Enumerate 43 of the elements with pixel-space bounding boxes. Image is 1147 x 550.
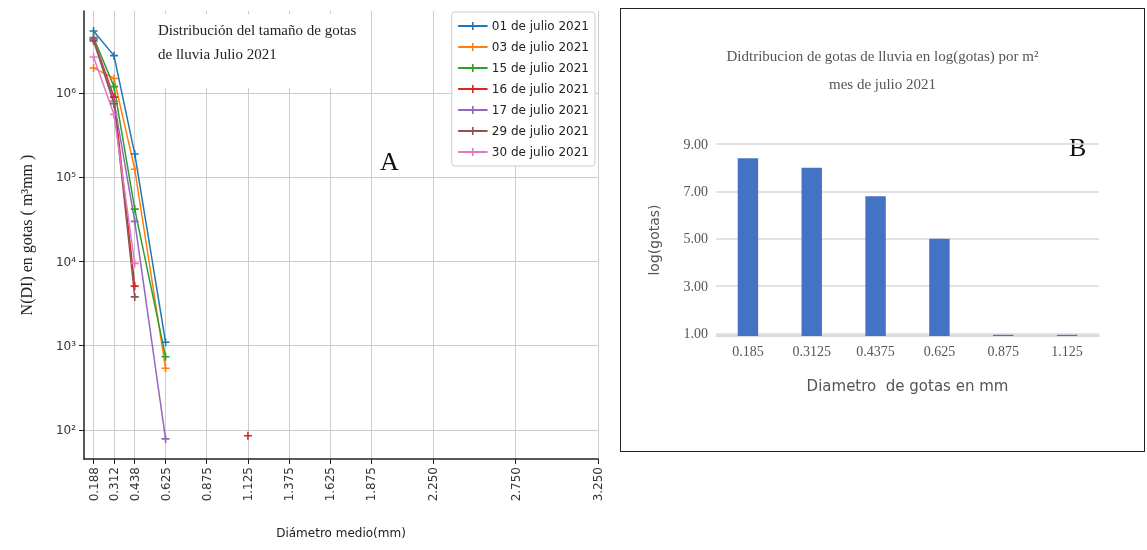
x-tick-label: 0.3125 [792,343,831,359]
legend-label: 29 de julio 2021 [491,124,589,138]
x-tick-label: 0.875 [199,467,214,502]
annotation: B [1069,132,1087,162]
chart-title: Didtribucion de gotas de lluvia en log(gotas) por m² mes de julio 2021 [726,48,1039,92]
x-tick-label: 0.875 [987,343,1019,359]
x-tick-label: 0.188 [86,467,101,502]
y-tick-label: 10⁴ [55,254,77,269]
x-tick-label: 1.625 [323,467,338,502]
y-axis-title: log(gotas) [646,204,662,276]
x-tick-label: 0.312 [106,467,121,502]
y-tick-label: 5.00 [683,231,708,247]
legend-label: 03 de julio 2021 [491,40,589,54]
x-tick-label: 1.125 [240,467,255,502]
y-tick-label: 10³ [55,338,77,353]
x-tick-label: 2.750 [508,467,523,502]
y-tick-label: 9.00 [683,136,708,152]
x-tick-label: 2.250 [426,467,441,502]
x-tick-label: 0.625 [923,343,956,359]
y-tick-label: 10² [55,422,77,437]
x-tick-label: 1.875 [364,467,379,502]
y-axis-title: N(DI) en gotas ( m³mm ) [17,154,36,316]
legend-label: 30 de julio 2021 [491,145,589,159]
legend-label: 16 de julio 2021 [491,82,589,96]
y-tick-label: 10⁶ [55,86,77,101]
x-tick-label: 3.250 [591,467,605,502]
y-tick-label: 10⁵ [55,170,77,185]
x-axis-title: Diametro de gotas en mm [806,376,1009,395]
y-tick-label: 1.00 [683,326,708,342]
y-tick-label: 3.00 [683,278,708,294]
y-tick-label: 7.00 [683,183,708,199]
x-tick-label: 0.4375 [856,343,895,359]
text: Distribución del tamaño de gotas de lluvia Julio 2021 [158,22,357,62]
x-tick-label: 0.185 [732,343,764,359]
x-tick-label: 1.375 [282,467,297,502]
x-tick-label: 0.625 [158,467,173,502]
legend-label: 01 de julio 2021 [491,19,589,33]
x-tick-label: 1.125 [1051,343,1083,359]
x-tick-label: 0.438 [127,467,142,502]
annotation: A [380,146,399,176]
x-axis-title: Diámetro medio(mm) [276,526,406,540]
legend-label: 17 de julio 2021 [491,103,589,117]
legend-label: 15 de julio 2021 [491,61,589,75]
